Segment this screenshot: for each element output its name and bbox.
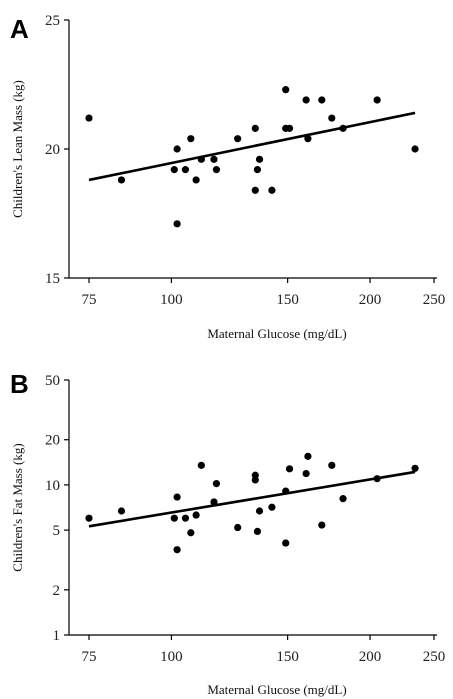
panel-b-data-point (255, 507, 264, 515)
panel-b-data-point (187, 529, 195, 537)
panel-a-data-point (282, 86, 290, 94)
panel-a-x-tick-label: 150 (276, 292, 299, 308)
panel-a-data-point (234, 135, 242, 143)
panel-a-x-tick-label: 200 (359, 292, 382, 308)
panel-b-data-point (411, 464, 419, 472)
panel-b-data-point (181, 514, 190, 522)
panel-b-y-axis-label: Children's Fat Mass (kg) (10, 443, 25, 571)
panel-a-data-point (173, 220, 181, 228)
panel-a-data-point (253, 166, 262, 174)
panel-b-data-point (302, 469, 310, 478)
panel-a-x-axis-label: Maternal Glucose (mg/dL) (207, 326, 346, 341)
panel-a-data-point (212, 166, 221, 174)
panel-a-data-point (304, 135, 312, 143)
panel-b-data-point (173, 493, 181, 501)
panel-b-data-point (268, 503, 276, 511)
panel-b-y-tick-label: 50 (45, 373, 60, 389)
panel-a-y-tick-label: 25 (45, 13, 60, 29)
panel-b-data-point (282, 539, 290, 547)
panel-a-data-point (328, 114, 336, 122)
panel-b-data-point (210, 498, 218, 506)
panel-a-data-point (210, 155, 218, 163)
panel-a-data-point (173, 145, 181, 153)
panel-a-data-point (285, 124, 294, 132)
panel-b-x-tick-label: 75 (82, 649, 97, 665)
panel-b-data-point (285, 465, 294, 473)
panel-b-data-point (170, 514, 178, 522)
panel-a-data-point (192, 176, 200, 184)
panel-a-y-axis-label: Children's Lean Mass (kg) (10, 80, 25, 218)
panel-a-x-tick-label: 250 (423, 292, 446, 308)
panel-b-data-point (234, 523, 242, 532)
panel-a-data-point (197, 155, 205, 163)
panel-b-x-tick-label: 200 (359, 649, 382, 665)
panel-a-x-tick-label: 100 (160, 292, 183, 308)
panel-b-data-point (212, 480, 221, 488)
panel-a-x-tick-label: 75 (82, 292, 97, 308)
panel-a-data-point (187, 135, 195, 143)
panel-a-data-point (170, 166, 178, 174)
panel-a-data-point (268, 186, 276, 194)
panel-b-y-tick-label: 20 (45, 433, 60, 449)
panel-a-data-point (373, 96, 381, 104)
panel-b-data-point (304, 452, 312, 460)
panel-a-data-point (255, 155, 264, 163)
panel-b-y-tick-label: 5 (53, 523, 61, 539)
panel-b-x-tick-label: 250 (423, 649, 446, 665)
panel-b-y-tick-label: 2 (53, 583, 61, 599)
panel-b-data-point (173, 546, 181, 554)
panel-a-data-point (251, 186, 259, 194)
panel-a-y-tick-label: 15 (45, 271, 60, 287)
panel-b-data-point (373, 475, 381, 483)
panel-b-trendline (88, 470, 416, 528)
panel-b-data-point (85, 514, 93, 522)
panel-a-data-point (117, 176, 126, 184)
panel-b-x-tick-label: 100 (160, 649, 183, 665)
panel-a-data-point (318, 96, 326, 104)
panel-a-data-point (339, 124, 347, 132)
panel-a-y-tick-label: 20 (45, 142, 60, 158)
panel-a-data-point (251, 124, 259, 132)
panel-b-data-point (192, 511, 200, 519)
panel-b-x-axis-label: Maternal Glucose (mg/dL) (207, 682, 346, 697)
panel-a-label: A (10, 14, 29, 44)
panel-b-data-point (117, 507, 126, 515)
panel-b-y-tick-label: 1 (53, 628, 61, 644)
panel-a-trendline (88, 111, 416, 182)
panel-b-data-point (251, 476, 259, 484)
panel-a-data-point (181, 166, 190, 174)
panel-a-data-point (85, 114, 93, 122)
panel-b-data-point (318, 521, 326, 529)
panel-b-data-point (253, 527, 262, 536)
panel-b-data-point (328, 461, 336, 469)
panel-b-data-point (282, 487, 290, 495)
panel-b-data-point (339, 495, 347, 503)
panel-a-data-point (302, 96, 310, 104)
panel-b-x-tick-label: 150 (276, 649, 299, 665)
panel-b-y-tick-label: 10 (45, 478, 60, 494)
panel-a-data-point (411, 145, 419, 153)
panel-b-label: B (10, 369, 29, 399)
panel-b-data-point (197, 461, 205, 469)
